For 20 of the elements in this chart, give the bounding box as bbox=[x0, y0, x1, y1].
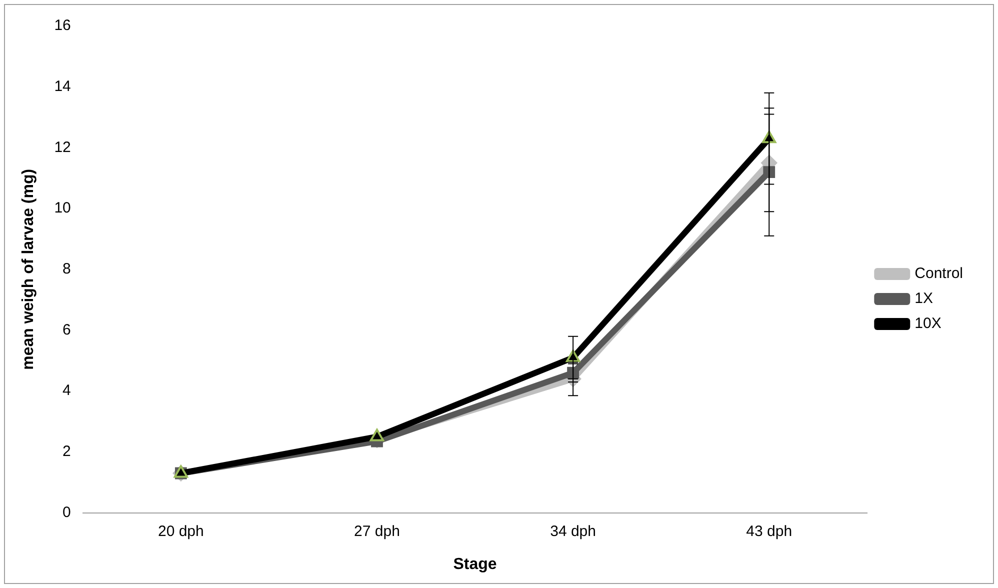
legend-label: 1X bbox=[914, 290, 934, 308]
x-tick-label: 43 dph bbox=[746, 522, 792, 540]
y-tick-label: 8 bbox=[62, 260, 71, 278]
y-tick-label: 14 bbox=[54, 78, 71, 95]
y-tick-label: 10 bbox=[54, 200, 71, 217]
y-tick-label: 2 bbox=[62, 443, 71, 460]
legend-label: 10X bbox=[914, 315, 942, 332]
x-tick-label: 34 dph bbox=[550, 522, 596, 540]
point bbox=[370, 428, 384, 442]
point bbox=[762, 130, 776, 144]
y-tick-label: 6 bbox=[62, 321, 71, 338]
y-axis-title: mean weigh of larvae (mg) bbox=[20, 168, 38, 370]
legend-label: Control bbox=[914, 265, 964, 282]
x-tick-label: 20 dph bbox=[158, 522, 204, 540]
x-axis-title: Stage bbox=[453, 556, 497, 573]
y-tick-label: 16 bbox=[54, 17, 71, 34]
y-tick-label: 12 bbox=[54, 138, 71, 156]
y-tick-label: 4 bbox=[62, 382, 71, 400]
y-tick-label: 0 bbox=[62, 504, 71, 521]
x-tick-label: 27 dph bbox=[354, 522, 400, 540]
